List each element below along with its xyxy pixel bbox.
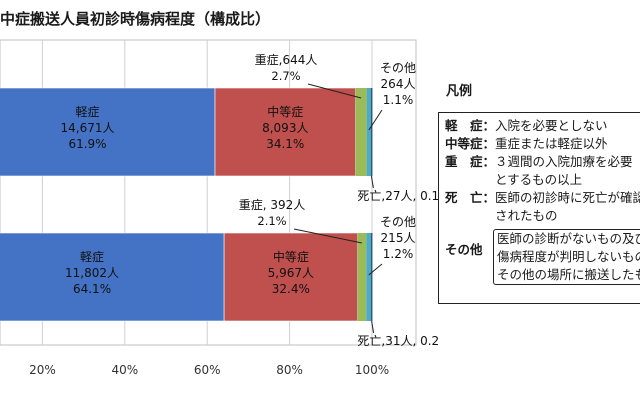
legend-term: 死 亡： bbox=[445, 190, 496, 205]
legend-desc: されたもの bbox=[495, 208, 558, 223]
x-axis: 0%20%40%60%80%100% bbox=[29, 363, 389, 377]
legend-other-desc: 医師の診断がないもの及び 傷病程度が判明しないもの、 その他の場所に搬送したもの bbox=[493, 229, 640, 285]
bar-segment bbox=[223, 232, 358, 322]
x-tick-label: 20% bbox=[29, 363, 56, 377]
bar-segment bbox=[366, 233, 372, 321]
bar-segment bbox=[0, 232, 225, 322]
callout-severe-pct: 2.7% bbox=[271, 69, 300, 83]
legend-item-moderate: 中等症： 重症または軽症以外 bbox=[445, 135, 640, 153]
legend-item-severe: 重 症： ３週間の入院加療を必要 bbox=[445, 153, 640, 171]
bar-label-count: 5,967人 bbox=[268, 266, 314, 280]
leader-line bbox=[293, 228, 363, 244]
legend-desc: 入院を必要としない bbox=[495, 118, 608, 133]
legend-other-line: その他の場所に搬送したもの bbox=[497, 267, 640, 282]
legend-item-death-cont: されたもの bbox=[445, 207, 640, 225]
callout-severe: 重症,644人 bbox=[255, 52, 318, 67]
legend-panel: 凡例 軽 症： 入院を必要としない 中等症： 重症または軽症以外 重 症： ３週… bbox=[438, 0, 640, 400]
bar-segment bbox=[355, 88, 367, 176]
bar-label-name: 軽症 bbox=[76, 104, 100, 119]
bar-label-count: 11,802人 bbox=[65, 266, 119, 280]
callout-severe-pct: 2.1% bbox=[257, 214, 286, 228]
callout-death: 死亡,27人, 0.1% bbox=[357, 189, 440, 203]
callout-severe: 重症, 392人 bbox=[239, 197, 306, 212]
bar-label-name: 中等症 bbox=[267, 104, 303, 119]
callouts: 重症,644人 2.7% その他 264人 1.1% 死亡,27人, 0.1% 重症, 39… bbox=[239, 52, 440, 348]
leader-line bbox=[307, 83, 362, 99]
x-tick-label: 40% bbox=[111, 363, 138, 377]
bar-label-count: 8,093人 bbox=[262, 121, 308, 135]
callout-other-count: 264人 bbox=[381, 77, 416, 91]
bar-segment bbox=[371, 233, 373, 321]
bar-segment bbox=[371, 88, 373, 176]
x-tick-label: 80% bbox=[276, 363, 303, 377]
bar-segment bbox=[0, 87, 216, 177]
legend-term: 軽 症： bbox=[445, 118, 496, 133]
legend-desc: 医師の初診時に死亡が確認 bbox=[495, 190, 640, 205]
bar-label-name: 中等症 bbox=[273, 249, 309, 264]
legend-heading: 凡例 bbox=[446, 84, 473, 99]
legend-other-line: 医師の診断がないもの及び bbox=[497, 231, 640, 246]
legend-item-other: その他 医師の診断がないもの及び 傷病程度が判明しないもの、 その他の場所に搬送… bbox=[445, 229, 640, 285]
bar-label-pct: 61.9% bbox=[68, 137, 106, 151]
stacked-bar-chart: 軽症 14,671人 61.9% 軽症 11,802人 64.1% 中等症 8,093人 34.… bbox=[0, 39, 440, 377]
legend-item-severe-cont: とするもの以上 bbox=[445, 171, 640, 189]
legend-box: 軽 症： 入院を必要としない 中等症： 重症または軽症以外 重 症： ３週間の入… bbox=[438, 112, 640, 304]
bar-label-pct: 32.4% bbox=[272, 282, 310, 296]
bar-segment bbox=[366, 88, 372, 176]
callout-other-pct: 1.1% bbox=[383, 93, 414, 107]
leader-line bbox=[371, 320, 375, 334]
data-labels: 軽症 14,671人 61.9% 軽症 11,802人 64.1% 中等症 8,093人 34.… bbox=[61, 104, 315, 296]
callout-other-name: その他 bbox=[380, 215, 416, 229]
bar-segment bbox=[214, 87, 356, 177]
callout-death: 死亡,31人, 0.2% bbox=[357, 334, 440, 348]
bar-segment bbox=[357, 233, 367, 321]
leader-line bbox=[368, 109, 383, 131]
legend-item-death: 死 亡： 医師の初診時に死亡が確認 bbox=[445, 189, 640, 207]
legend-term: 中等症： bbox=[445, 136, 496, 151]
bars bbox=[0, 87, 373, 322]
bar-label-count: 14,671人 bbox=[61, 121, 115, 135]
legend-term: 重 症： bbox=[445, 154, 496, 169]
bar-label-pct: 64.1% bbox=[73, 282, 111, 296]
bar-label-name: 軽症 bbox=[80, 249, 104, 264]
bar-label-pct: 34.1% bbox=[266, 137, 304, 151]
legend-desc: とするもの以上 bbox=[495, 172, 583, 187]
callout-other-name: その他 bbox=[380, 61, 416, 75]
plot-area-border bbox=[0, 39, 417, 346]
leader-line bbox=[368, 263, 383, 276]
callout-other-count: 215人 bbox=[381, 231, 416, 245]
chart-title: 中症搬送人員初診時傷病程度（構成比） bbox=[0, 10, 271, 28]
x-tick-label: 100% bbox=[355, 363, 389, 377]
legend-desc: 重症または軽症以外 bbox=[495, 136, 608, 151]
legend-term-other: その他 bbox=[445, 242, 483, 257]
legend-term bbox=[445, 171, 495, 189]
legend-other-line: 傷病程度が判明しないもの、 bbox=[497, 249, 640, 264]
x-tick-label: 60% bbox=[194, 363, 221, 377]
callout-other-pct: 1.2% bbox=[383, 247, 414, 261]
legend-desc: ３週間の入院加療を必要 bbox=[495, 154, 633, 169]
leader-line bbox=[370, 175, 374, 189]
legend-term bbox=[445, 207, 495, 225]
legend-item-mild: 軽 症： 入院を必要としない bbox=[445, 117, 640, 135]
